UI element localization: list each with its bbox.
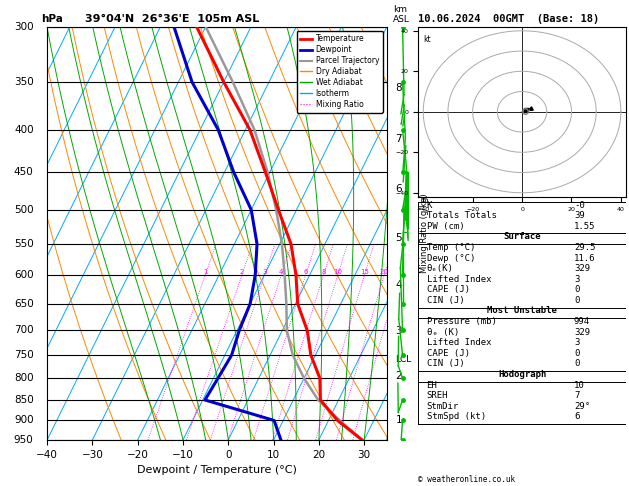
Text: 39: 39 xyxy=(574,211,585,220)
Text: 6: 6 xyxy=(303,269,308,275)
Text: 7: 7 xyxy=(574,391,579,400)
Text: CIN (J): CIN (J) xyxy=(426,296,464,305)
Text: K: K xyxy=(426,201,432,209)
Text: 39°04'N  26°36'E  105m ASL: 39°04'N 26°36'E 105m ASL xyxy=(85,14,259,24)
Text: 4: 4 xyxy=(395,280,402,290)
X-axis label: Dewpoint / Temperature (°C): Dewpoint / Temperature (°C) xyxy=(137,465,297,475)
Text: 3: 3 xyxy=(395,326,402,336)
Text: 650: 650 xyxy=(14,299,33,309)
Text: 950: 950 xyxy=(14,435,33,445)
Text: 6: 6 xyxy=(395,184,402,194)
Text: 11.6: 11.6 xyxy=(574,254,596,262)
Text: 3: 3 xyxy=(262,269,267,275)
Text: 15: 15 xyxy=(360,269,369,275)
Text: km
ASL: km ASL xyxy=(393,5,410,24)
Text: 8: 8 xyxy=(395,83,402,93)
Text: -0: -0 xyxy=(574,201,585,209)
Text: 900: 900 xyxy=(14,416,33,425)
Text: 2: 2 xyxy=(240,269,244,275)
Text: SREH: SREH xyxy=(426,391,448,400)
Text: 800: 800 xyxy=(14,373,33,383)
Text: LCL: LCL xyxy=(395,355,411,364)
Text: 10: 10 xyxy=(574,381,585,390)
Text: Lifted Index: Lifted Index xyxy=(426,275,491,284)
Text: 400: 400 xyxy=(14,125,33,135)
Text: 2: 2 xyxy=(395,371,402,381)
Text: StmDir: StmDir xyxy=(426,402,459,411)
Text: Mixing Ratio (g/kg): Mixing Ratio (g/kg) xyxy=(420,193,429,273)
Text: 300: 300 xyxy=(14,22,33,32)
Text: 0: 0 xyxy=(574,285,579,295)
Text: 29°: 29° xyxy=(574,402,590,411)
Text: Lifted Index: Lifted Index xyxy=(426,338,491,347)
Text: 0: 0 xyxy=(574,296,579,305)
Text: 1: 1 xyxy=(203,269,208,275)
Text: 10: 10 xyxy=(333,269,342,275)
Text: CAPE (J): CAPE (J) xyxy=(426,285,470,295)
Text: kt: kt xyxy=(423,35,431,44)
Text: StmSpd (kt): StmSpd (kt) xyxy=(426,412,486,421)
Text: 0: 0 xyxy=(574,349,579,358)
Text: 994: 994 xyxy=(574,317,590,326)
Text: 700: 700 xyxy=(14,326,33,335)
Text: θₑ (K): θₑ (K) xyxy=(426,328,459,337)
Text: Hodograph: Hodograph xyxy=(498,370,546,379)
Text: 7: 7 xyxy=(395,134,402,144)
Text: 750: 750 xyxy=(14,350,33,360)
Text: Most Unstable: Most Unstable xyxy=(487,307,557,315)
Text: 1.55: 1.55 xyxy=(574,222,596,231)
Text: 1: 1 xyxy=(395,415,402,425)
Text: 10.06.2024  00GMT  (Base: 18): 10.06.2024 00GMT (Base: 18) xyxy=(418,14,599,24)
Text: CIN (J): CIN (J) xyxy=(426,359,464,368)
Text: θₑ(K): θₑ(K) xyxy=(426,264,454,273)
Text: 450: 450 xyxy=(14,167,33,177)
Text: Dewp (°C): Dewp (°C) xyxy=(426,254,475,262)
Text: 8: 8 xyxy=(321,269,326,275)
Text: 850: 850 xyxy=(14,395,33,405)
Text: 5: 5 xyxy=(395,232,402,243)
Text: 550: 550 xyxy=(14,239,33,249)
Text: 329: 329 xyxy=(574,264,590,273)
Text: CAPE (J): CAPE (J) xyxy=(426,349,470,358)
Text: 3: 3 xyxy=(574,275,579,284)
Text: 6: 6 xyxy=(574,412,579,421)
Text: EH: EH xyxy=(426,381,437,390)
Text: hPa: hPa xyxy=(41,14,63,24)
Text: Surface: Surface xyxy=(503,232,541,242)
Text: 20: 20 xyxy=(379,269,389,275)
Text: 600: 600 xyxy=(14,270,33,280)
Text: 500: 500 xyxy=(14,205,33,215)
Text: Temp (°C): Temp (°C) xyxy=(426,243,475,252)
Text: Pressure (mb): Pressure (mb) xyxy=(426,317,496,326)
Text: 3: 3 xyxy=(574,338,579,347)
Text: 29.5: 29.5 xyxy=(574,243,596,252)
Legend: Temperature, Dewpoint, Parcel Trajectory, Dry Adiabat, Wet Adiabat, Isotherm, Mi: Temperature, Dewpoint, Parcel Trajectory… xyxy=(297,31,383,113)
Text: © weatheronline.co.uk: © weatheronline.co.uk xyxy=(418,474,515,484)
Text: 329: 329 xyxy=(574,328,590,337)
Text: 0: 0 xyxy=(574,359,579,368)
Text: 350: 350 xyxy=(14,77,33,87)
Text: 4: 4 xyxy=(279,269,283,275)
Text: Totals Totals: Totals Totals xyxy=(426,211,496,220)
Text: PW (cm): PW (cm) xyxy=(426,222,464,231)
